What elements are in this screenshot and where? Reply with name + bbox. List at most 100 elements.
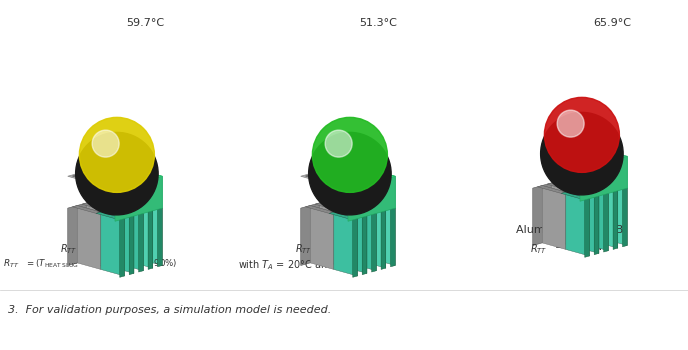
Polygon shape bbox=[594, 184, 618, 248]
Text: $R_{TT}$: $R_{TT}$ bbox=[530, 242, 548, 256]
Polygon shape bbox=[590, 184, 618, 192]
Text: $R_{TT}$: $R_{TT}$ bbox=[3, 258, 19, 271]
Polygon shape bbox=[566, 178, 594, 186]
Polygon shape bbox=[324, 170, 395, 189]
Polygon shape bbox=[348, 207, 376, 215]
Polygon shape bbox=[87, 203, 110, 267]
Polygon shape bbox=[92, 170, 162, 189]
Polygon shape bbox=[362, 216, 367, 275]
Polygon shape bbox=[541, 146, 603, 163]
Polygon shape bbox=[561, 192, 590, 200]
Polygon shape bbox=[343, 209, 367, 273]
Polygon shape bbox=[115, 195, 138, 259]
Polygon shape bbox=[85, 173, 92, 175]
Polygon shape bbox=[138, 202, 162, 266]
Polygon shape bbox=[348, 163, 372, 202]
Polygon shape bbox=[537, 186, 566, 193]
Polygon shape bbox=[603, 182, 627, 245]
Polygon shape bbox=[99, 165, 133, 174]
Text: = 8.7K/W: = 8.7K/W bbox=[317, 242, 366, 252]
Polygon shape bbox=[78, 170, 114, 180]
Polygon shape bbox=[343, 195, 372, 203]
Text: = 12.7K/W: = 12.7K/W bbox=[552, 242, 608, 252]
Polygon shape bbox=[129, 216, 134, 275]
Polygon shape bbox=[158, 208, 162, 267]
Polygon shape bbox=[566, 192, 590, 256]
Polygon shape bbox=[603, 193, 608, 252]
Text: with $T_A$ = 20°C and P = 4 W: with $T_A$ = 20°C and P = 4 W bbox=[238, 258, 376, 272]
Polygon shape bbox=[557, 180, 585, 188]
Polygon shape bbox=[580, 156, 627, 201]
Polygon shape bbox=[110, 195, 138, 203]
Circle shape bbox=[76, 132, 158, 215]
Polygon shape bbox=[108, 179, 127, 184]
Text: = 11.0K/W: = 11.0K/W bbox=[82, 242, 137, 252]
Polygon shape bbox=[305, 205, 334, 214]
Text: $R_{TT}$: $R_{TT}$ bbox=[60, 242, 78, 256]
Polygon shape bbox=[129, 204, 153, 268]
Polygon shape bbox=[115, 176, 162, 221]
Polygon shape bbox=[623, 188, 627, 247]
Polygon shape bbox=[580, 187, 608, 195]
Polygon shape bbox=[338, 209, 367, 217]
Polygon shape bbox=[570, 189, 599, 197]
Text: 65.9°C: 65.9°C bbox=[593, 18, 631, 28]
Polygon shape bbox=[542, 186, 566, 250]
Polygon shape bbox=[323, 172, 329, 174]
Polygon shape bbox=[115, 207, 143, 215]
Polygon shape bbox=[311, 170, 347, 180]
Text: Aluminum and PCB: Aluminum and PCB bbox=[517, 225, 623, 235]
Polygon shape bbox=[575, 175, 603, 183]
Polygon shape bbox=[341, 179, 360, 184]
Polygon shape bbox=[552, 183, 575, 247]
Polygon shape bbox=[348, 176, 395, 221]
Polygon shape bbox=[301, 195, 348, 266]
Circle shape bbox=[544, 97, 619, 173]
Polygon shape bbox=[391, 208, 395, 267]
Polygon shape bbox=[353, 207, 376, 271]
Polygon shape bbox=[332, 165, 365, 174]
Circle shape bbox=[557, 110, 584, 137]
Polygon shape bbox=[101, 212, 125, 276]
Circle shape bbox=[92, 130, 119, 157]
Polygon shape bbox=[320, 203, 343, 267]
Polygon shape bbox=[72, 205, 101, 214]
Polygon shape bbox=[301, 163, 372, 183]
Polygon shape bbox=[319, 173, 324, 175]
Polygon shape bbox=[338, 198, 362, 261]
Polygon shape bbox=[329, 170, 335, 172]
Polygon shape bbox=[348, 195, 372, 259]
Polygon shape bbox=[362, 204, 386, 268]
Polygon shape bbox=[575, 189, 599, 253]
Polygon shape bbox=[570, 178, 594, 242]
Polygon shape bbox=[134, 202, 162, 209]
Circle shape bbox=[325, 130, 352, 157]
Polygon shape bbox=[148, 211, 153, 270]
Text: 3.  For validation purposes, a simulation model is needed.: 3. For validation purposes, a simulation… bbox=[8, 305, 331, 315]
Polygon shape bbox=[310, 205, 334, 270]
Polygon shape bbox=[105, 198, 129, 261]
Polygon shape bbox=[599, 182, 627, 189]
Polygon shape bbox=[353, 219, 358, 277]
Polygon shape bbox=[547, 183, 575, 191]
Polygon shape bbox=[315, 203, 343, 211]
Text: 59.7°C: 59.7°C bbox=[126, 18, 164, 28]
Text: $= (T_{\mathregular{HEAT\,SLUG}} - T_{\mathregular{AMBIENCE}})\ /\ (P * 90\%)$: $= (T_{\mathregular{HEAT\,SLUG}} - T_{\m… bbox=[25, 258, 178, 271]
Polygon shape bbox=[101, 198, 129, 205]
Polygon shape bbox=[329, 200, 353, 264]
Polygon shape bbox=[372, 214, 376, 272]
Polygon shape bbox=[96, 170, 103, 172]
Polygon shape bbox=[90, 172, 96, 174]
Circle shape bbox=[541, 112, 623, 195]
Polygon shape bbox=[372, 170, 395, 208]
Polygon shape bbox=[367, 202, 395, 209]
Polygon shape bbox=[533, 175, 580, 245]
Polygon shape bbox=[613, 191, 618, 250]
Polygon shape bbox=[77, 205, 101, 270]
Text: $R_{TT}$: $R_{TT}$ bbox=[295, 242, 312, 256]
Polygon shape bbox=[585, 187, 608, 251]
Polygon shape bbox=[580, 175, 603, 239]
Polygon shape bbox=[105, 209, 134, 217]
Polygon shape bbox=[594, 196, 599, 255]
Polygon shape bbox=[67, 195, 115, 266]
